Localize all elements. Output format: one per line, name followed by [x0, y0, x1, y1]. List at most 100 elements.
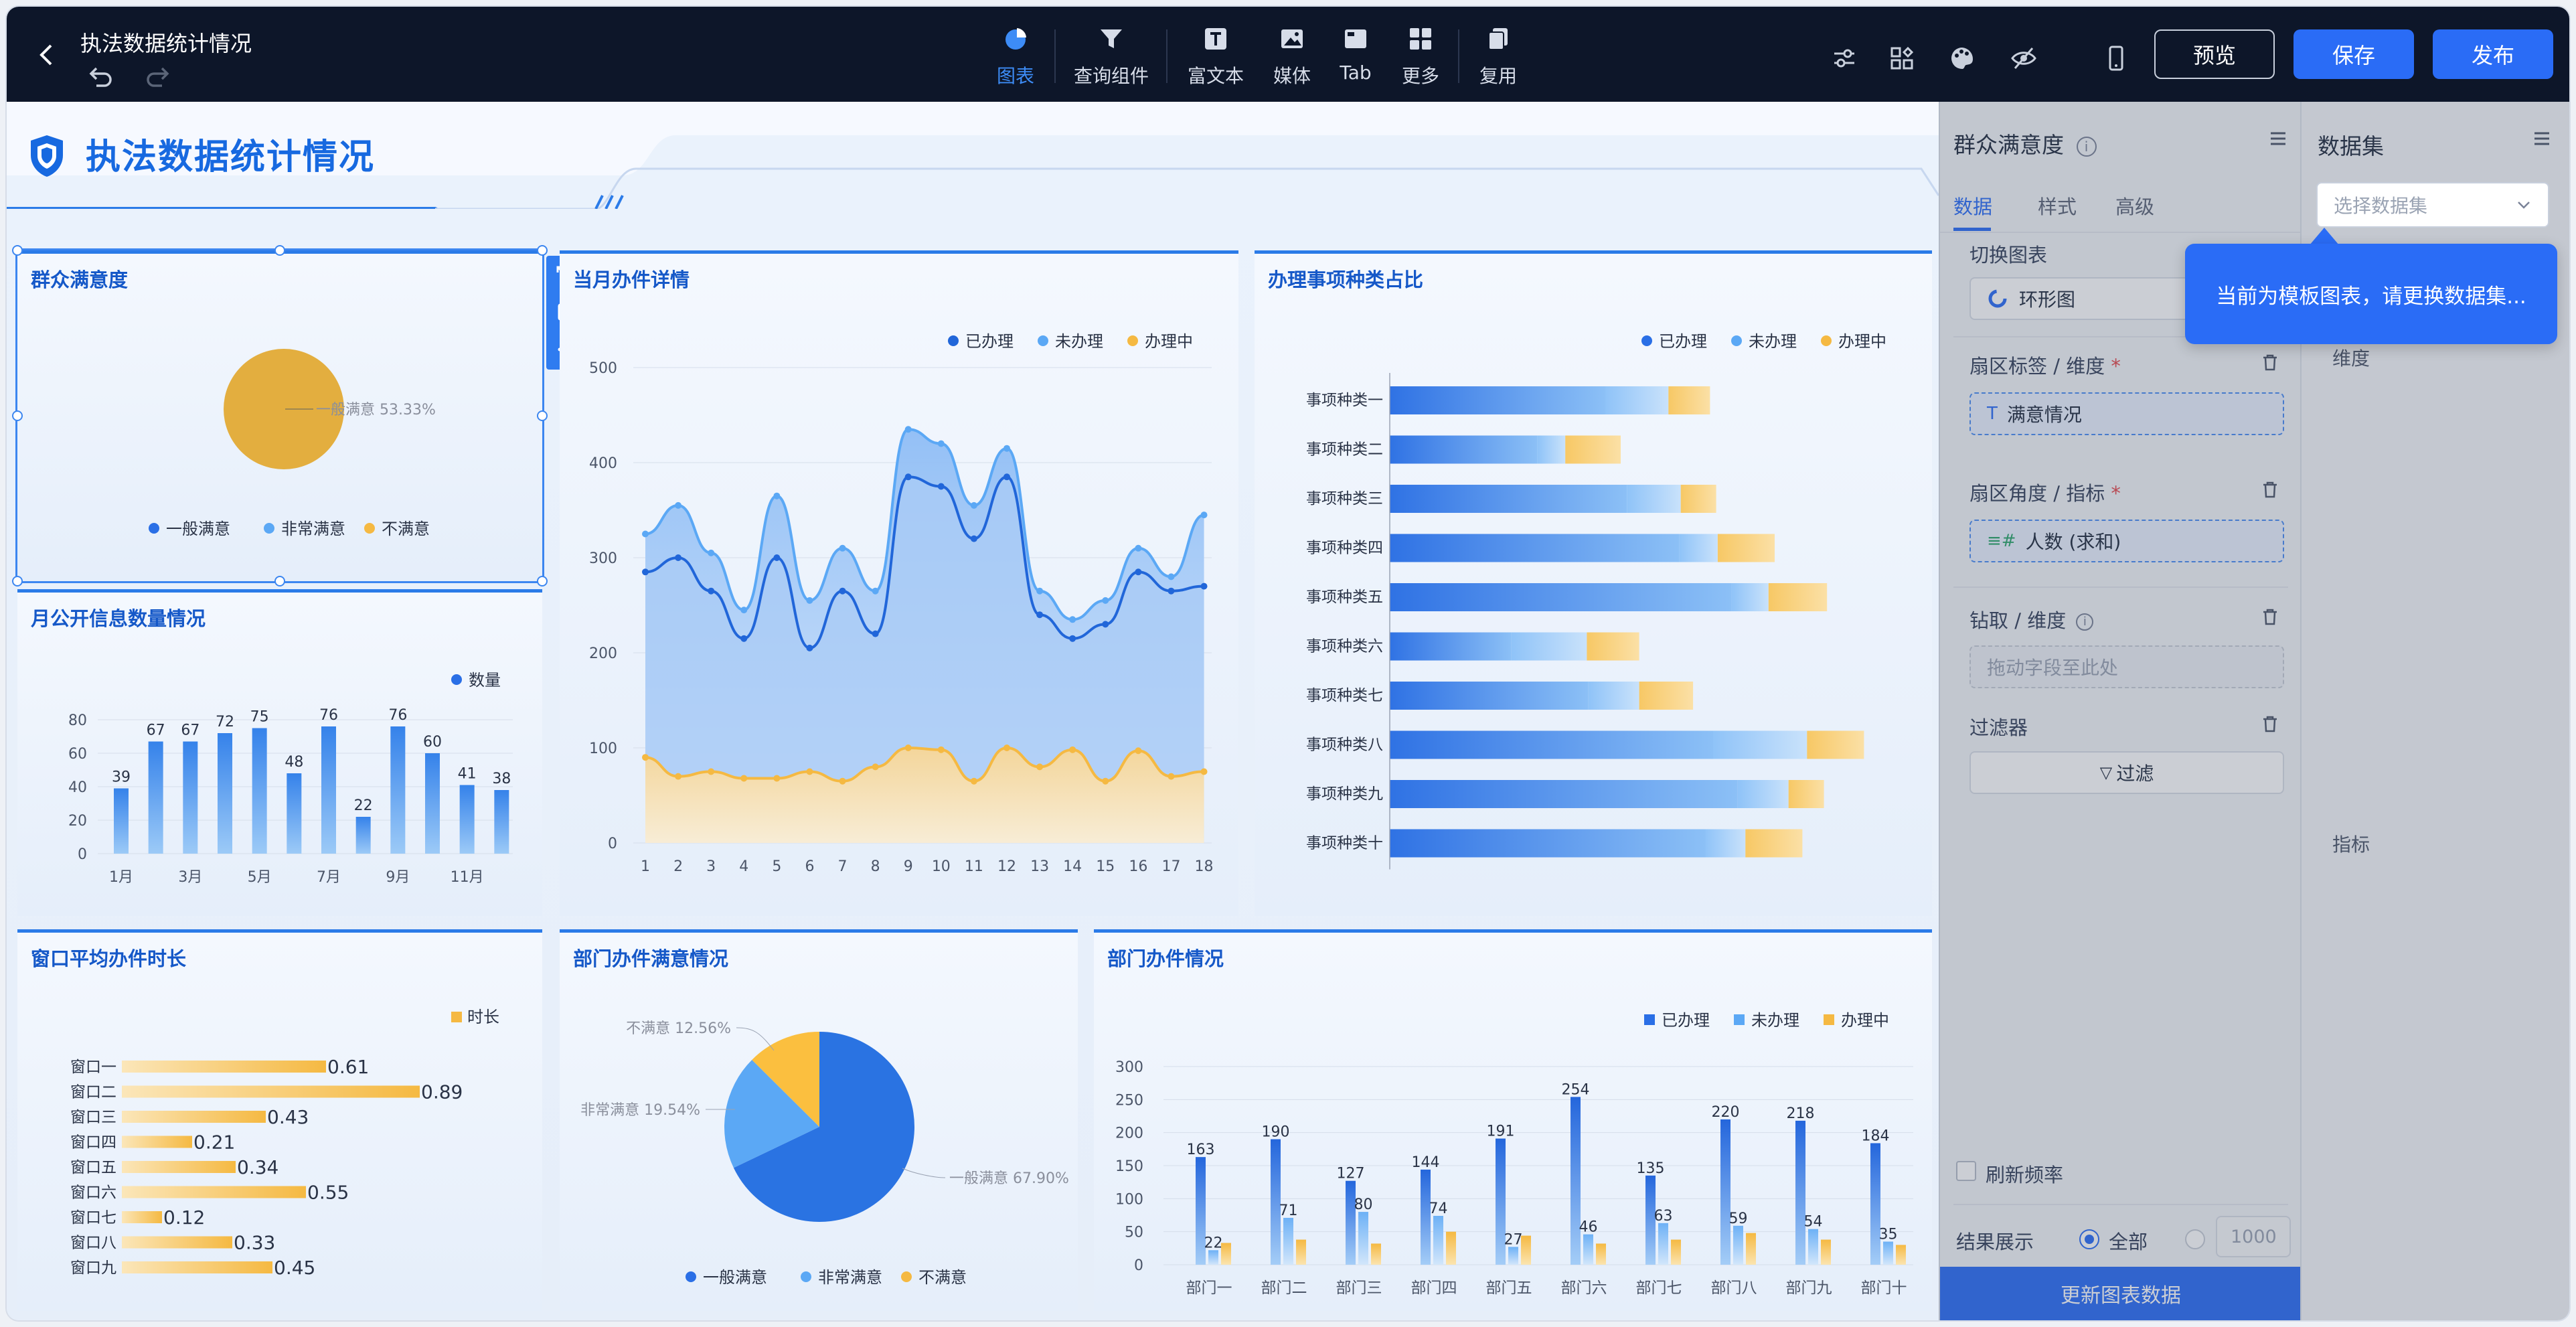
- back-arrow-icon[interactable]: [33, 42, 60, 68]
- refresh-checkbox[interactable]: [1956, 1161, 1976, 1181]
- redo-icon[interactable]: [143, 63, 173, 90]
- preview-button[interactable]: 预览: [2154, 29, 2275, 79]
- tab-advanced[interactable]: 高级: [2115, 196, 2155, 218]
- resize-handle[interactable]: [12, 410, 23, 421]
- info-icon[interactable]: i: [2076, 613, 2094, 631]
- data-point: [1069, 746, 1076, 753]
- filter-button[interactable]: ▽ 过滤: [1969, 751, 2284, 794]
- data-label: 0.34: [237, 1156, 278, 1178]
- update-chart-data-button[interactable]: 更新图表数据: [1940, 1267, 2302, 1320]
- tool-more[interactable]: 更多: [1399, 24, 1442, 91]
- data-point: [806, 768, 813, 775]
- panel-monthly-detail[interactable]: 当月办件详情 0 100 200 300 400 500 1 2 3 4 5 6 7 8 9 10 11 12 13…: [560, 250, 1238, 916]
- resize-handle[interactable]: [274, 245, 285, 256]
- x-tick-label: 14: [1063, 858, 1082, 875]
- divider: [1953, 1204, 2288, 1205]
- trash-icon[interactable]: [2260, 714, 2280, 734]
- x-tick-label: 部门七: [1636, 1279, 1682, 1297]
- x-tick-label: 部门四: [1411, 1279, 1457, 1297]
- palette-theme-icon[interactable]: [1948, 44, 1976, 72]
- x-tick-label: 12: [997, 858, 1016, 875]
- data-point: [1036, 611, 1044, 619]
- resize-handle[interactable]: [537, 576, 548, 587]
- x-tick-label: 部门二: [1261, 1279, 1307, 1297]
- data-label: 144: [1412, 1154, 1440, 1171]
- trash-icon[interactable]: [2260, 607, 2280, 627]
- bar: [1283, 1217, 1293, 1265]
- bar: [1221, 1243, 1231, 1265]
- data-label: 67: [147, 722, 165, 739]
- resize-handle[interactable]: [12, 576, 23, 587]
- filter-funnel-icon: ▽: [2099, 763, 2113, 782]
- info-icon[interactable]: i: [2076, 136, 2097, 157]
- data-point: [642, 568, 649, 576]
- tab-icon: [1341, 24, 1370, 54]
- legend-label: 已办理: [965, 332, 1014, 351]
- eye-hidden-icon[interactable]: [2010, 44, 2038, 72]
- x-tick-label: 16: [1129, 858, 1147, 875]
- sector-angle-field-chip[interactable]: ≡# 人数 (求和): [1969, 520, 2284, 562]
- data-label: 0.43: [267, 1106, 309, 1128]
- menu-lines-icon[interactable]: [2532, 129, 2552, 149]
- tool-rich-text[interactable]: 富文本: [1186, 24, 1245, 91]
- bar-segment: [1713, 730, 1807, 759]
- tool-tab[interactable]: Tab: [1339, 24, 1372, 91]
- result-limit-radio[interactable]: [2185, 1229, 2205, 1249]
- panel-dept-cases[interactable]: 部门办件情况 0 50 100 150 200 250 300 163 22 部门一 190 71 部门…: [1094, 929, 1932, 1311]
- bar: [1271, 1139, 1281, 1265]
- tool-query[interactable]: 查询组件: [1071, 24, 1151, 91]
- legend-label: 不满意: [918, 1268, 967, 1287]
- result-all-radio[interactable]: [2079, 1229, 2099, 1249]
- x-tick-label: 9: [904, 858, 913, 875]
- undo-icon[interactable]: [86, 63, 115, 90]
- data-label: 22: [354, 797, 373, 814]
- panel-dept-satisfaction[interactable]: 部门办件满意情况 一般满意 67.90% 非常满意 19.54% 不满意 12.56…: [560, 929, 1078, 1311]
- bar: [122, 1261, 272, 1273]
- data-point: [806, 597, 813, 604]
- tool-media[interactable]: 媒体: [1271, 24, 1313, 91]
- data-point: [1036, 763, 1044, 771]
- drill-drop-zone[interactable]: 拖动字段至此处: [1969, 645, 2284, 688]
- mobile-device-icon[interactable]: [2102, 44, 2130, 72]
- data-point: [1135, 747, 1142, 755]
- menu-lines-icon[interactable]: [2268, 129, 2288, 149]
- tab-data[interactable]: 数据: [1953, 196, 1993, 218]
- data-label: 67: [181, 722, 199, 739]
- sector-label-field-value: 满意情况: [2006, 404, 2082, 426]
- data-label: 127: [1337, 1166, 1365, 1182]
- panel-public-info[interactable]: 月公开信息数量情况 0 20 40 60 80 39 67 67 72 75 48 76 22 76 60 4…: [17, 589, 542, 916]
- tool-reuse[interactable]: 复用: [1477, 24, 1520, 91]
- bar: [425, 753, 440, 854]
- y-tick-label: 0: [1134, 1257, 1143, 1274]
- trash-icon[interactable]: [2260, 479, 2280, 499]
- x-tick-label: 1: [641, 858, 650, 875]
- config-title: 群众满意度 i: [1953, 127, 2097, 159]
- panel-title: 办理事项种类占比: [1268, 268, 1424, 291]
- resize-handle[interactable]: [537, 410, 548, 421]
- panel-window-time[interactable]: 窗口平均办件时长 窗口一 0.61 窗口二 0.89 窗口三 0.43 窗口四 0.21 窗口五…: [17, 929, 542, 1311]
- sliders-settings-icon[interactable]: [1830, 44, 1858, 72]
- x-tick-label: 1月: [109, 869, 133, 886]
- data-label: 0.45: [274, 1257, 315, 1279]
- y-tick-label: 事项种类八: [1306, 736, 1383, 754]
- result-limit-input[interactable]: 1000: [2216, 1216, 2291, 1257]
- save-button[interactable]: 保存: [2293, 29, 2414, 79]
- sector-label-field-chip[interactable]: T 满意情况: [1969, 392, 2284, 435]
- resize-handle[interactable]: [274, 576, 285, 587]
- sector-label-dimension-label: 扇区标签 / 维度 *: [1969, 355, 2121, 378]
- publish-button[interactable]: 发布: [2433, 29, 2553, 79]
- resize-handle[interactable]: [12, 245, 23, 256]
- trash-icon[interactable]: [2260, 352, 2280, 372]
- dataset-select[interactable]: 选择数据集: [2316, 182, 2549, 228]
- resize-handle[interactable]: [537, 245, 548, 256]
- bar-segment: [1705, 829, 1746, 858]
- legend-marker: [1734, 1014, 1745, 1025]
- panel-category-share[interactable]: 办理事项种类占比 事项种类一 事项种类二 事项种类三 事项种类四 事项种类五 事项种类六事…: [1255, 250, 1932, 916]
- layout-components-icon[interactable]: [1888, 44, 1916, 72]
- data-label: 0.21: [193, 1131, 235, 1154]
- tool-chart[interactable]: 图表: [991, 24, 1040, 91]
- panel-title: 部门办件情况: [1107, 947, 1224, 970]
- tab-style[interactable]: 样式: [2038, 196, 2077, 218]
- x-tick-label: 10: [932, 858, 951, 875]
- panel-satisfaction[interactable]: 群众满意度 一般满意 53.33% 一般满意 非常满意 不满意: [15, 248, 544, 583]
